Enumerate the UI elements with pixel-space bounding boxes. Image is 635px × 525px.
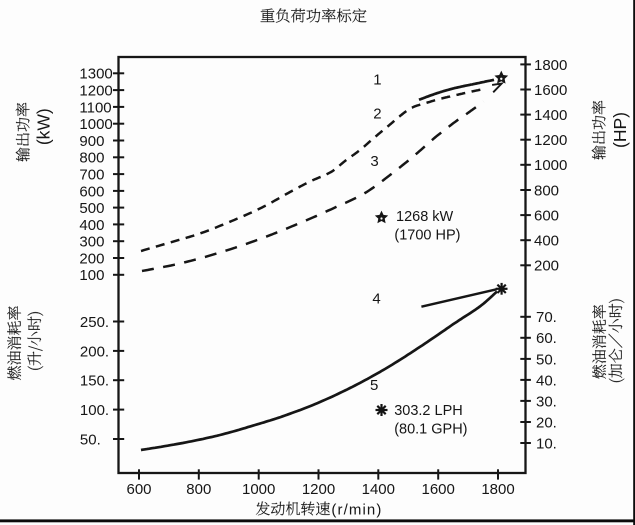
svg-text:60.: 60. bbox=[536, 330, 557, 347]
svg-text:(r/min): (r/min) bbox=[331, 501, 382, 518]
svg-text:1100: 1100 bbox=[79, 99, 111, 116]
svg-text:303.2 LPH: 303.2 LPH bbox=[394, 403, 463, 419]
svg-text:150.: 150. bbox=[80, 373, 109, 390]
svg-text:700: 700 bbox=[79, 167, 104, 184]
svg-text:200.: 200. bbox=[80, 343, 109, 360]
svg-text:900: 900 bbox=[79, 133, 104, 150]
svg-text:1400: 1400 bbox=[362, 481, 395, 498]
svg-text:50.: 50. bbox=[536, 351, 557, 368]
svg-text:1000: 1000 bbox=[534, 157, 567, 174]
svg-text:(HP): (HP) bbox=[610, 112, 630, 148]
svg-text:(kW): (kW) bbox=[34, 108, 54, 145]
svg-text:4: 4 bbox=[372, 290, 380, 307]
svg-text:1800: 1800 bbox=[534, 57, 567, 74]
svg-text:100: 100 bbox=[79, 267, 104, 284]
svg-text:(80.1 GPH): (80.1 GPH) bbox=[394, 421, 467, 437]
svg-text:800: 800 bbox=[186, 481, 211, 498]
svg-text:30.: 30. bbox=[536, 393, 557, 410]
svg-text:1800: 1800 bbox=[481, 481, 514, 498]
svg-text:800: 800 bbox=[79, 150, 104, 167]
svg-text:1600: 1600 bbox=[534, 82, 567, 99]
svg-text:40.: 40. bbox=[536, 372, 557, 389]
svg-text:10.: 10. bbox=[536, 435, 557, 452]
svg-text:800: 800 bbox=[534, 182, 559, 199]
svg-text:400: 400 bbox=[534, 233, 559, 250]
svg-text:20.: 20. bbox=[536, 414, 557, 431]
svg-text:3: 3 bbox=[370, 153, 378, 170]
svg-text:5: 5 bbox=[370, 377, 378, 394]
svg-text:1300: 1300 bbox=[79, 66, 112, 83]
svg-text:1400: 1400 bbox=[534, 107, 567, 124]
svg-text:200: 200 bbox=[79, 250, 104, 267]
svg-text:70.: 70. bbox=[536, 309, 557, 326]
svg-text:1200: 1200 bbox=[302, 481, 335, 498]
svg-text:500: 500 bbox=[79, 200, 104, 217]
svg-text:(1700 HP): (1700 HP) bbox=[394, 228, 460, 244]
svg-text:1200: 1200 bbox=[79, 83, 112, 100]
svg-text:50.: 50. bbox=[80, 431, 101, 448]
svg-text:1000: 1000 bbox=[79, 116, 112, 133]
svg-text:1: 1 bbox=[373, 71, 381, 88]
svg-text:600: 600 bbox=[534, 208, 559, 225]
svg-text:400: 400 bbox=[79, 217, 104, 234]
svg-text:200: 200 bbox=[534, 258, 559, 275]
svg-text:250.: 250. bbox=[80, 314, 109, 331]
svg-text:1268 kW: 1268 kW bbox=[396, 209, 454, 225]
svg-text:1000: 1000 bbox=[242, 481, 275, 498]
svg-text:1200: 1200 bbox=[534, 132, 567, 149]
svg-text:600: 600 bbox=[79, 183, 104, 200]
svg-text:300: 300 bbox=[79, 234, 104, 251]
svg-text:100.: 100. bbox=[80, 402, 109, 419]
svg-text:1600: 1600 bbox=[422, 481, 455, 498]
svg-text:2: 2 bbox=[373, 106, 381, 123]
svg-text:600: 600 bbox=[126, 481, 151, 498]
